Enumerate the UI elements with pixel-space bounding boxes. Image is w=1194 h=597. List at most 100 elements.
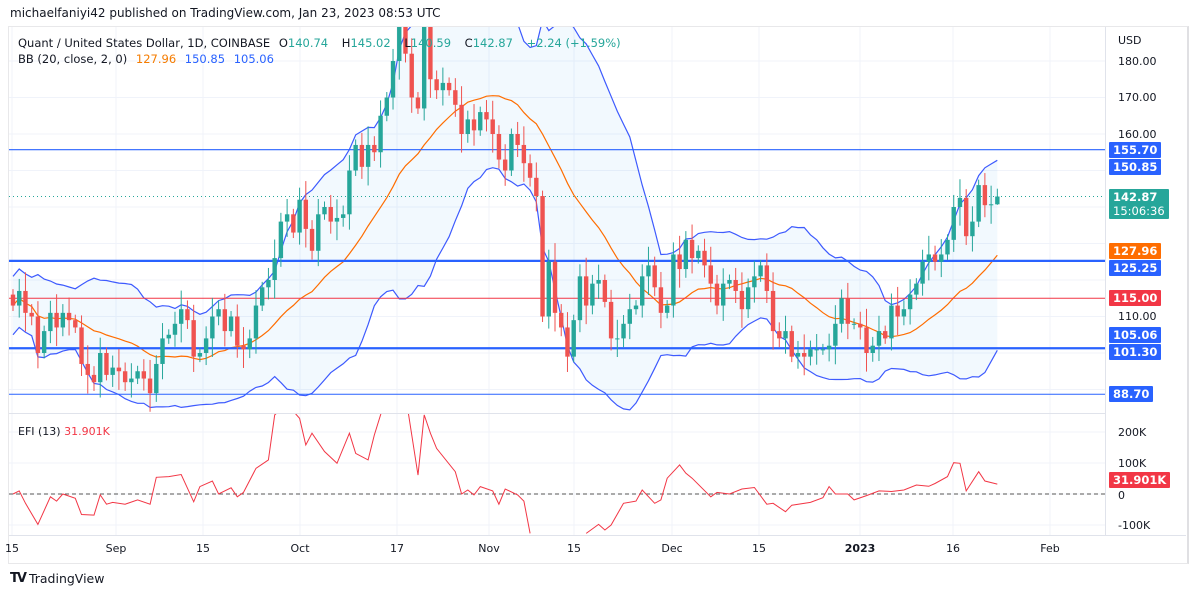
candle-body — [23, 290, 28, 313]
candle — [496, 125, 502, 169]
candle-body — [671, 254, 676, 306]
time-tick: Nov — [478, 542, 500, 555]
efi-value: 31.901K — [64, 425, 110, 438]
candle — [559, 304, 564, 337]
candle-body — [471, 119, 477, 131]
candle — [60, 304, 66, 337]
candle — [988, 185, 994, 224]
symbol-legend[interactable]: Quant / United States Dollar, 1D, COINBA… — [18, 36, 626, 50]
bb-basis-line — [12, 95, 998, 361]
time-tick: 16 — [946, 542, 960, 555]
candle — [353, 139, 358, 176]
candle-body — [478, 112, 483, 131]
candle — [752, 261, 757, 303]
bb-upper-value: 150.85 — [184, 52, 226, 66]
candle-body — [228, 316, 234, 332]
candle — [826, 333, 832, 362]
candle-body — [677, 254, 682, 270]
candle — [421, 27, 427, 121]
candle-body — [945, 239, 950, 255]
candle-body — [403, 27, 408, 54]
candle-body — [652, 265, 657, 288]
candle — [154, 355, 159, 402]
candle — [490, 100, 495, 153]
level-price-label: 88.70 — [1109, 386, 1154, 403]
efi-tick: -100K — [1118, 518, 1151, 532]
candle-body — [534, 177, 539, 197]
candle — [727, 274, 732, 290]
price-tick: 110.00 — [1118, 310, 1157, 323]
price-tick: 170.00 — [1118, 91, 1157, 104]
candle — [627, 293, 632, 340]
candle-body — [615, 338, 620, 340]
candle-body — [247, 338, 252, 350]
candle — [758, 259, 763, 282]
candle — [970, 206, 975, 252]
candle — [596, 264, 601, 299]
efi-legend[interactable]: EFI (13) 31.901K — [18, 425, 110, 438]
candle — [615, 319, 620, 358]
candle — [963, 189, 969, 245]
candle-body — [963, 197, 969, 237]
price-label-value: 127.96 — [1113, 243, 1158, 258]
candle-body — [29, 312, 34, 317]
candle — [471, 104, 477, 146]
candle — [23, 272, 28, 332]
candle — [415, 92, 421, 114]
candle-body — [440, 82, 446, 91]
candle — [677, 235, 682, 288]
candle — [340, 205, 346, 227]
candle-body — [596, 280, 601, 284]
candle-body — [982, 185, 988, 206]
candle-body — [839, 298, 844, 324]
candle — [621, 315, 626, 348]
candle — [434, 70, 439, 99]
footer: TV TradingView — [10, 571, 104, 586]
candle-body — [216, 309, 221, 317]
candle — [197, 347, 203, 363]
candle-body — [820, 349, 826, 351]
candle-body — [826, 345, 832, 350]
candle-body — [515, 134, 520, 145]
price-label-value: 150.85 — [1113, 160, 1158, 175]
bb-upper-price-label: 150.85 — [1109, 159, 1162, 176]
candle — [664, 300, 670, 319]
candle — [733, 267, 738, 303]
candle-body — [608, 301, 614, 339]
bb-legend[interactable]: BB (20, close, 2, 0) 127.96 150.85 105.0… — [18, 52, 279, 66]
bb-lower-value: 105.06 — [233, 52, 274, 66]
candle — [914, 278, 919, 301]
close-label: C — [464, 36, 473, 50]
candle-body — [565, 327, 570, 357]
time-tick: 15 — [5, 542, 19, 555]
candle-body — [334, 217, 340, 222]
efi-line — [585, 462, 998, 534]
candle — [384, 92, 389, 122]
candle-body — [284, 214, 290, 222]
candle-body — [316, 214, 321, 251]
candle-body — [833, 323, 838, 346]
candle — [359, 132, 365, 179]
candle — [702, 238, 707, 278]
candle-body — [434, 79, 439, 91]
candle — [129, 363, 134, 398]
candle — [459, 86, 464, 153]
candle-body — [739, 290, 745, 310]
candle — [409, 38, 414, 113]
efi-tick: 100K — [1118, 456, 1147, 470]
candle-body — [509, 134, 514, 171]
candle — [54, 294, 59, 347]
candle — [546, 249, 551, 329]
candle-body — [122, 371, 128, 383]
candle-body — [390, 61, 396, 98]
candle-body — [291, 214, 296, 233]
candle-body — [527, 163, 533, 178]
candle — [79, 315, 84, 376]
candle-body — [347, 170, 352, 215]
candle — [839, 289, 844, 333]
time-tick: Feb — [1040, 542, 1060, 555]
candle — [316, 198, 321, 267]
bb-lower-price-label: 105.06 — [1109, 326, 1162, 343]
candle — [116, 348, 122, 390]
